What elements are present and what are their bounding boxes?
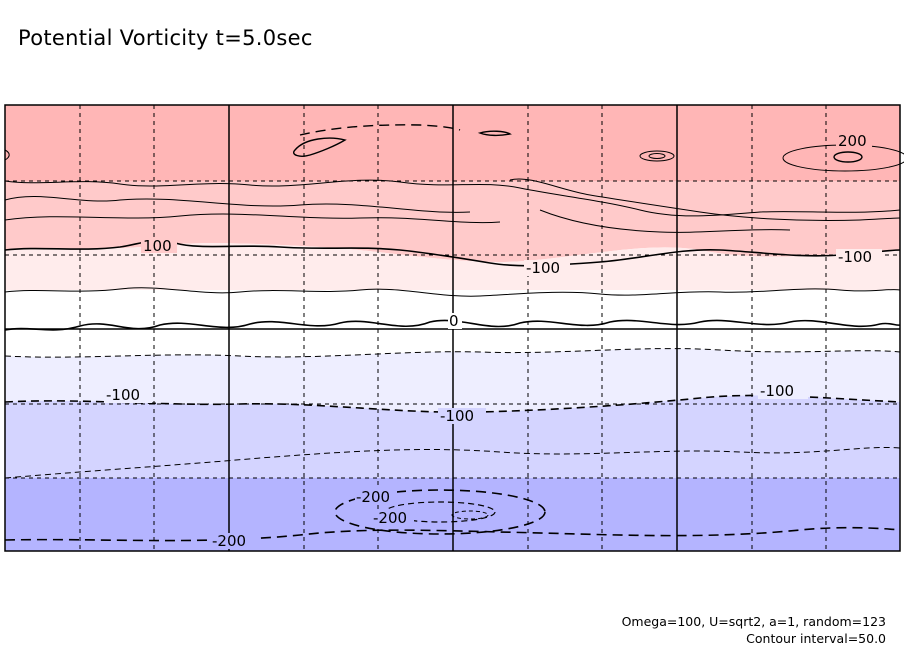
contour-200-small bbox=[477, 130, 512, 137]
contour-150-top bbox=[4, 179, 901, 217]
contour-50 bbox=[4, 287, 901, 297]
parameters-text: Omega=100, U=sqrt2, a=1, random=123 bbox=[621, 614, 886, 629]
contour-label-minus200-b: -200 bbox=[373, 509, 407, 527]
contour-interval-text: Contour interval=50.0 bbox=[746, 631, 886, 646]
contour-label-minus100-right: -100 bbox=[760, 382, 794, 400]
plot-frame bbox=[4, 104, 901, 552]
contour-200-ellipse-mid bbox=[639, 150, 675, 162]
contour-label-100-mid: -100 bbox=[526, 259, 560, 277]
contour-label-minus100-mid: -100 bbox=[440, 407, 474, 425]
contour-200-topleft bbox=[299, 124, 461, 136]
contour-label-100-right: -100 bbox=[838, 248, 872, 266]
contour-labels: 200 100 -100 -100 0 -100 -100 -100 -200 … bbox=[104, 132, 882, 550]
contour-150-wisp-d bbox=[539, 209, 791, 233]
contour-label-minus200-a: -200 bbox=[356, 488, 390, 506]
contour-200-swirl bbox=[293, 137, 347, 157]
contour-minus200-blob bbox=[334, 489, 546, 535]
contour-label-0: 0 bbox=[449, 312, 459, 330]
contour-label-100-left: 100 bbox=[143, 237, 172, 255]
contour-minus150 bbox=[4, 447, 901, 479]
contour-150-wisp-e bbox=[4, 149, 10, 161]
contour-label-200-right: 200 bbox=[838, 132, 867, 150]
grid-dashed bbox=[5, 105, 900, 551]
contour-0 bbox=[4, 319, 901, 331]
contour-minus300-blob bbox=[451, 510, 489, 520]
contour-150-wisp-c bbox=[509, 178, 901, 222]
contour-200-ellipse-right bbox=[833, 151, 863, 163]
contour-200-ellipse-mid-inner bbox=[648, 153, 666, 159]
contour-150-wisp-b bbox=[4, 213, 501, 224]
contour-label-minus100-left: -100 bbox=[106, 386, 140, 404]
chart-title: Potential Vorticity t=5.0sec bbox=[18, 26, 313, 50]
contour-label-minus200-c: -200 bbox=[212, 532, 246, 550]
contour-minus50 bbox=[4, 348, 901, 358]
